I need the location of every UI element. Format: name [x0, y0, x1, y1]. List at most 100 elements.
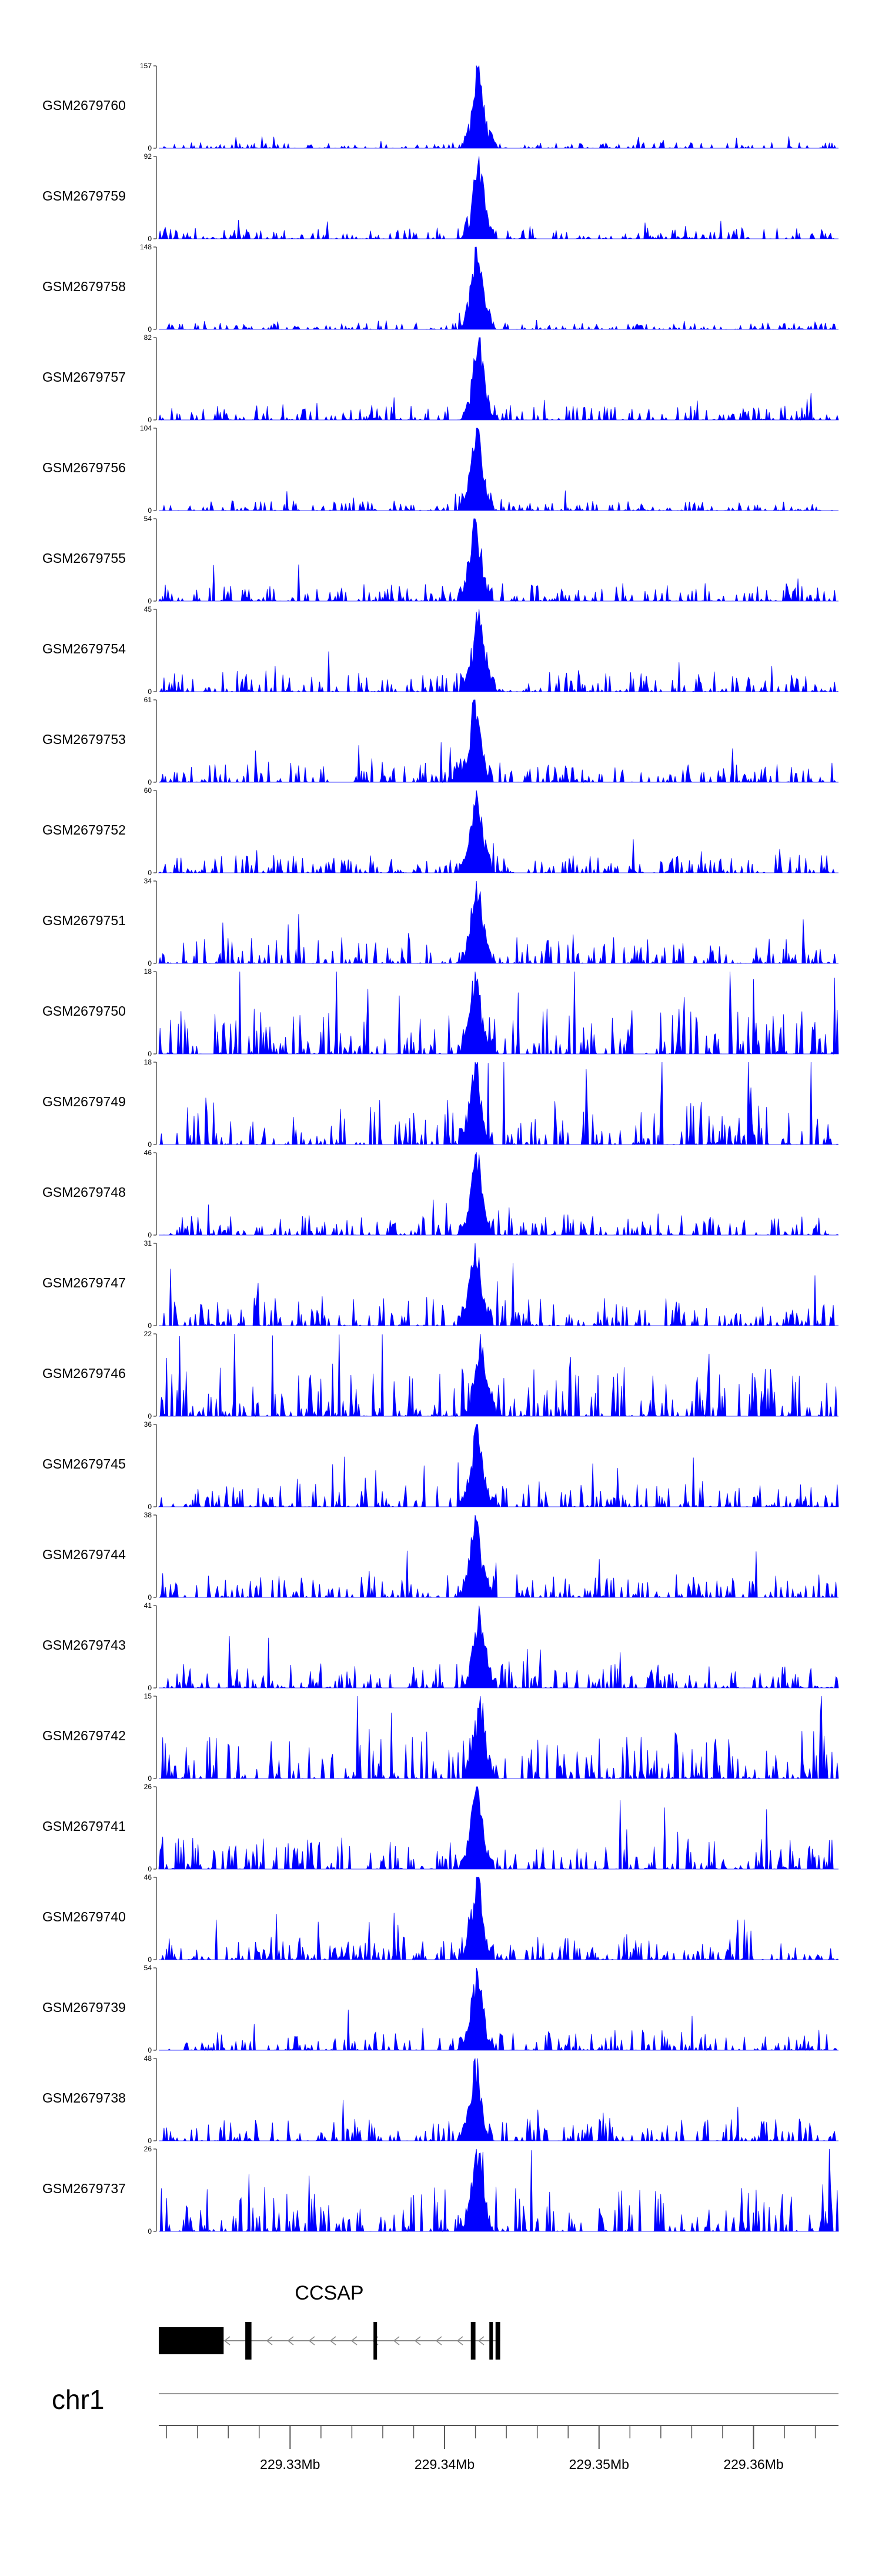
y-axis-min-label: 0 — [148, 1140, 152, 1149]
y-axis-min-label: 0 — [148, 1050, 152, 1058]
gene-exon — [245, 2322, 252, 2360]
signal-area — [159, 1152, 839, 1236]
y-axis-max-label: 18 — [144, 1058, 152, 1066]
track-GSM2679740: GSM2679740 46 0 — [42, 1873, 839, 1964]
track-label: GSM2679751 — [42, 913, 126, 928]
track-label: GSM2679742 — [42, 1728, 126, 1743]
signal-area — [158, 1786, 838, 1870]
track-GSM2679743: GSM2679743 41 0 — [42, 1601, 839, 1692]
strand-arrow — [435, 2336, 442, 2345]
signal-area — [159, 1333, 838, 1417]
track-label: GSM2679755 — [42, 550, 126, 566]
y-axis-max-label: 148 — [140, 243, 152, 251]
signal-area — [159, 1967, 838, 2051]
track-label: GSM2679758 — [42, 279, 126, 294]
y-axis-max-label: 15 — [144, 1692, 152, 1700]
track-label: GSM2679743 — [42, 1637, 126, 1653]
y-axis-min-label: 0 — [148, 235, 152, 243]
y-axis-max-label: 31 — [144, 1239, 152, 1247]
y-axis-min-label: 0 — [148, 1684, 152, 1692]
signal-area — [159, 246, 838, 331]
signal-area — [159, 1605, 839, 1689]
track-label: GSM2679737 — [42, 2181, 126, 2196]
chromosome-label: chr1 — [52, 2384, 104, 2415]
track-GSM2679745: GSM2679745 36 0 — [42, 1420, 839, 1511]
y-axis-min-label: 0 — [148, 2137, 152, 2145]
track-GSM2679750: GSM2679750 18 0 — [42, 967, 839, 1058]
track-GSM2679741: GSM2679741 26 0 — [42, 1783, 838, 1873]
y-axis-min-label: 0 — [148, 688, 152, 696]
track-GSM2679753: GSM2679753 61 0 — [42, 696, 838, 786]
y-axis-max-label: 46 — [144, 1873, 152, 1881]
gene-exon — [489, 2322, 493, 2360]
y-axis-min-label: 0 — [148, 506, 152, 515]
axis-tick-label: 229.35Mb — [569, 2457, 629, 2472]
y-axis-min-label: 0 — [148, 1503, 152, 1511]
track-label: GSM2679756 — [42, 460, 126, 475]
track-label: GSM2679745 — [42, 1456, 126, 1471]
y-axis-max-label: 61 — [144, 696, 152, 704]
signal-area — [158, 971, 839, 1055]
y-axis-max-label: 92 — [144, 152, 152, 161]
y-axis-max-label: 36 — [144, 1420, 152, 1429]
track-GSM2679754: GSM2679754 45 0 — [42, 605, 839, 696]
y-axis-min-label: 0 — [148, 1865, 152, 1873]
track-label: GSM2679738 — [42, 2090, 126, 2105]
track-GSM2679752: GSM2679752 60 0 — [42, 786, 838, 877]
y-axis-max-label: 45 — [144, 605, 152, 613]
y-axis-max-label: 18 — [144, 967, 152, 976]
strand-arrow — [308, 2336, 315, 2345]
strand-arrow — [414, 2336, 421, 2345]
track-label: GSM2679757 — [42, 369, 126, 385]
y-axis-max-label: 104 — [140, 424, 152, 432]
strand-arrow — [456, 2336, 463, 2345]
signal-area — [159, 2148, 839, 2233]
track-label: GSM2679749 — [42, 1094, 126, 1109]
strand-arrow — [223, 2336, 230, 2345]
y-axis-max-label: 82 — [144, 333, 152, 342]
axis-tick-label: 229.33Mb — [260, 2457, 320, 2472]
track-label: GSM2679759 — [42, 188, 126, 203]
tracks-layer: GSM2679760 157 0 GSM2679759 92 0 GSM2679758 148… — [42, 62, 839, 2235]
track-GSM2679760: GSM2679760 157 0 — [42, 62, 839, 152]
y-axis-max-label: 157 — [140, 62, 152, 70]
y-axis-min-label: 0 — [148, 597, 152, 605]
signal-area — [159, 1062, 839, 1146]
signal-area — [159, 2058, 838, 2142]
track-label: GSM2679748 — [42, 1184, 126, 1200]
track-GSM2679737: GSM2679737 26 0 — [42, 2145, 839, 2235]
y-axis-max-label: 26 — [144, 1783, 152, 1791]
gene-exon — [495, 2322, 500, 2360]
track-label: GSM2679760 — [42, 98, 126, 113]
track-label: GSM2679750 — [42, 1003, 126, 1019]
y-axis-min-label: 0 — [148, 1774, 152, 1783]
y-axis-max-label: 54 — [144, 515, 152, 523]
track-GSM2679738: GSM2679738 48 0 — [42, 2054, 838, 2145]
track-GSM2679758: GSM2679758 148 0 — [42, 243, 838, 333]
track-GSM2679746: GSM2679746 22 0 — [42, 1330, 838, 1420]
track-label: GSM2679752 — [42, 822, 126, 837]
y-axis-min-label: 0 — [148, 1412, 152, 1420]
signal-area — [159, 699, 838, 783]
signal-area — [159, 65, 839, 149]
strand-arrow — [329, 2336, 336, 2345]
track-label: GSM2679754 — [42, 641, 126, 656]
y-axis-min-label: 0 — [148, 1322, 152, 1330]
y-axis-max-label: 48 — [144, 2054, 152, 2063]
y-axis-min-label: 0 — [148, 959, 152, 967]
gene-exon — [373, 2322, 377, 2360]
signal-area — [159, 1243, 838, 1327]
track-GSM2679739: GSM2679739 54 0 — [42, 1964, 838, 2054]
y-axis-min-label: 0 — [148, 1593, 152, 1601]
strand-arrow — [477, 2336, 485, 2345]
gene-track: CCSAP — [159, 2282, 500, 2360]
y-axis-min-label: 0 — [148, 778, 152, 786]
track-GSM2679757: GSM2679757 82 0 — [42, 333, 839, 424]
y-axis-max-label: 22 — [144, 1330, 152, 1338]
gene-label: CCSAP — [295, 2282, 363, 2304]
gene-exon — [470, 2322, 476, 2360]
axis-tick-label: 229.34Mb — [415, 2457, 475, 2472]
track-GSM2679749: GSM2679749 18 0 — [42, 1058, 839, 1149]
signal-area — [158, 156, 838, 240]
